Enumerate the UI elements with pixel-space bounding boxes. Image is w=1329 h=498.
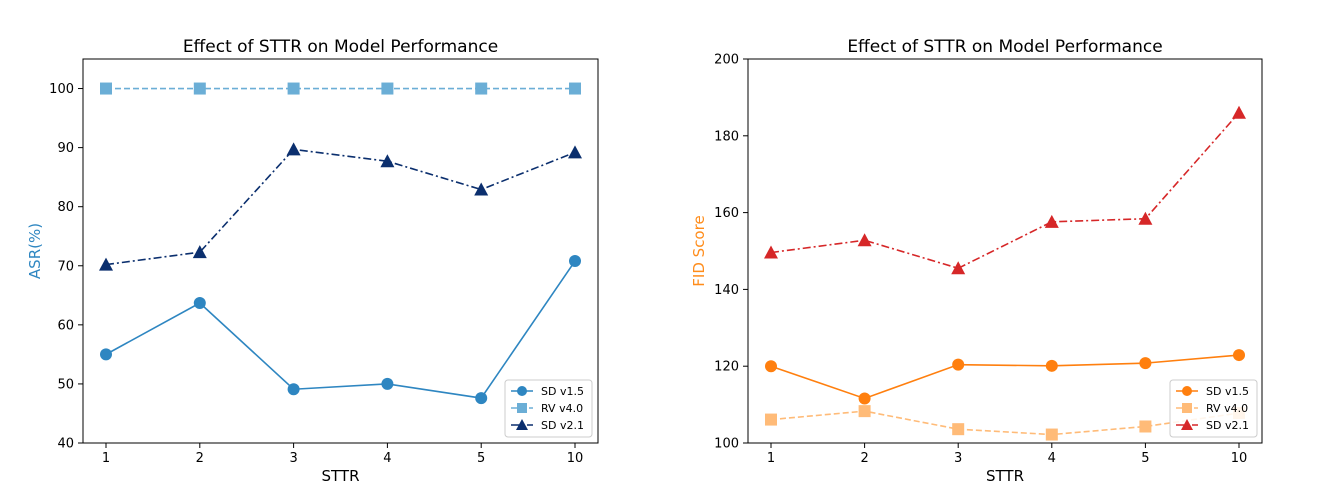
data-point (952, 358, 965, 371)
legend-label: SD v1.5 (1206, 385, 1249, 398)
legend-label: SD v1.5 (541, 385, 584, 398)
data-point (857, 233, 872, 247)
y-tick-label: 120 (714, 360, 739, 375)
series-sd-v1-5 (100, 255, 581, 405)
data-point (1138, 211, 1153, 225)
data-point (569, 255, 581, 268)
data-point (764, 245, 778, 259)
legend-label: RV v4.0 (1206, 402, 1248, 415)
data-point (286, 142, 301, 156)
data-point (1233, 349, 1245, 362)
y-tick-label: 100 (49, 82, 74, 97)
plot-frame (82, 58, 599, 444)
y-tick-label: 50 (57, 377, 74, 392)
legend-marker (517, 403, 527, 413)
data-point (858, 405, 871, 418)
legend-marker (516, 419, 528, 430)
data-point (475, 392, 488, 405)
data-point (1045, 428, 1058, 441)
series-sd-v2-1 (99, 142, 582, 271)
x-tick-label: 3 (954, 451, 962, 466)
data-point (1044, 214, 1059, 228)
series-line (770, 354, 1240, 400)
data-point (474, 182, 489, 196)
y-tick-label: 40 (57, 437, 74, 452)
x-tick-label: 4 (1048, 451, 1056, 466)
chart-2: Effect of STTR on Model Performance10012… (690, 37, 1263, 485)
data-point (193, 296, 206, 309)
legend: SD v1.5 RV v4.0 SD v2.1 (1169, 379, 1258, 438)
y-axis-label: ASR(%) (26, 223, 44, 279)
x-axis-label: STTR (321, 467, 359, 485)
x-tick-label: 4 (383, 451, 391, 466)
y-tick-label: 140 (714, 283, 739, 298)
data-point (858, 392, 871, 405)
data-point (765, 413, 777, 426)
data-point (1139, 420, 1152, 433)
legend-box (1169, 379, 1258, 438)
data-point (193, 82, 206, 95)
data-point (951, 261, 966, 275)
y-axis-label: FID Score (690, 215, 708, 286)
legend-box (504, 379, 593, 438)
x-tick-label: 10 (567, 451, 584, 466)
x-tick-label: 5 (477, 451, 485, 466)
data-point (569, 82, 581, 95)
series-line (770, 112, 1240, 270)
y-tick-label: 200 (714, 53, 739, 68)
x-tick-label: 10 (1231, 451, 1248, 466)
data-point (475, 82, 488, 95)
chart-title: Effect of STTR on Model Performance (183, 37, 498, 57)
data-point (99, 257, 113, 271)
y-tick-label: 90 (57, 141, 74, 156)
legend: SD v1.5 RV v4.0 SD v2.1 (504, 379, 593, 438)
legend-marker (1182, 386, 1192, 396)
data-point (765, 360, 777, 373)
data-point (1232, 105, 1246, 119)
legend-marker (1182, 403, 1192, 413)
x-tick-label: 3 (289, 451, 297, 466)
data-point (568, 145, 582, 159)
legend-marker (517, 386, 527, 396)
x-tick-label: 1 (767, 451, 775, 466)
series-line (105, 148, 576, 266)
y-tick-label: 60 (57, 318, 74, 333)
x-axis-label: STTR (986, 467, 1024, 485)
data-point (100, 82, 112, 95)
data-point (100, 348, 112, 361)
x-tick-label: 5 (1141, 451, 1149, 466)
x-tick-label: 2 (860, 451, 868, 466)
y-tick-label: 100 (714, 437, 739, 452)
chart-title: Effect of STTR on Model Performance (847, 37, 1162, 57)
y-tick-label: 70 (57, 259, 74, 274)
series-sd-v2-1 (764, 105, 1246, 275)
series-rv-v4-0 (100, 82, 581, 95)
series-line (105, 260, 576, 399)
legend-label: SD v2.1 (1206, 419, 1249, 432)
data-point (1045, 359, 1058, 372)
data-point (1139, 357, 1152, 370)
data-point (381, 377, 394, 390)
data-point (952, 423, 965, 436)
data-point (192, 245, 207, 259)
data-point (381, 82, 394, 95)
legend-label: RV v4.0 (541, 402, 583, 415)
data-point (287, 383, 300, 396)
x-tick-label: 2 (196, 451, 204, 466)
series-line (770, 410, 1240, 436)
y-tick-label: 160 (714, 206, 739, 221)
data-point (287, 82, 300, 95)
y-tick-label: 80 (57, 200, 74, 215)
x-tick-label: 1 (102, 451, 110, 466)
plot-frame (747, 58, 1263, 444)
y-tick-label: 180 (714, 129, 739, 144)
chart-1: Effect of STTR on Model Performance 40 50 6… (26, 37, 599, 485)
legend-marker (1181, 419, 1193, 430)
data-point (380, 154, 395, 168)
series-sd-v1-5 (765, 349, 1245, 405)
legend-label: SD v2.1 (541, 419, 584, 432)
